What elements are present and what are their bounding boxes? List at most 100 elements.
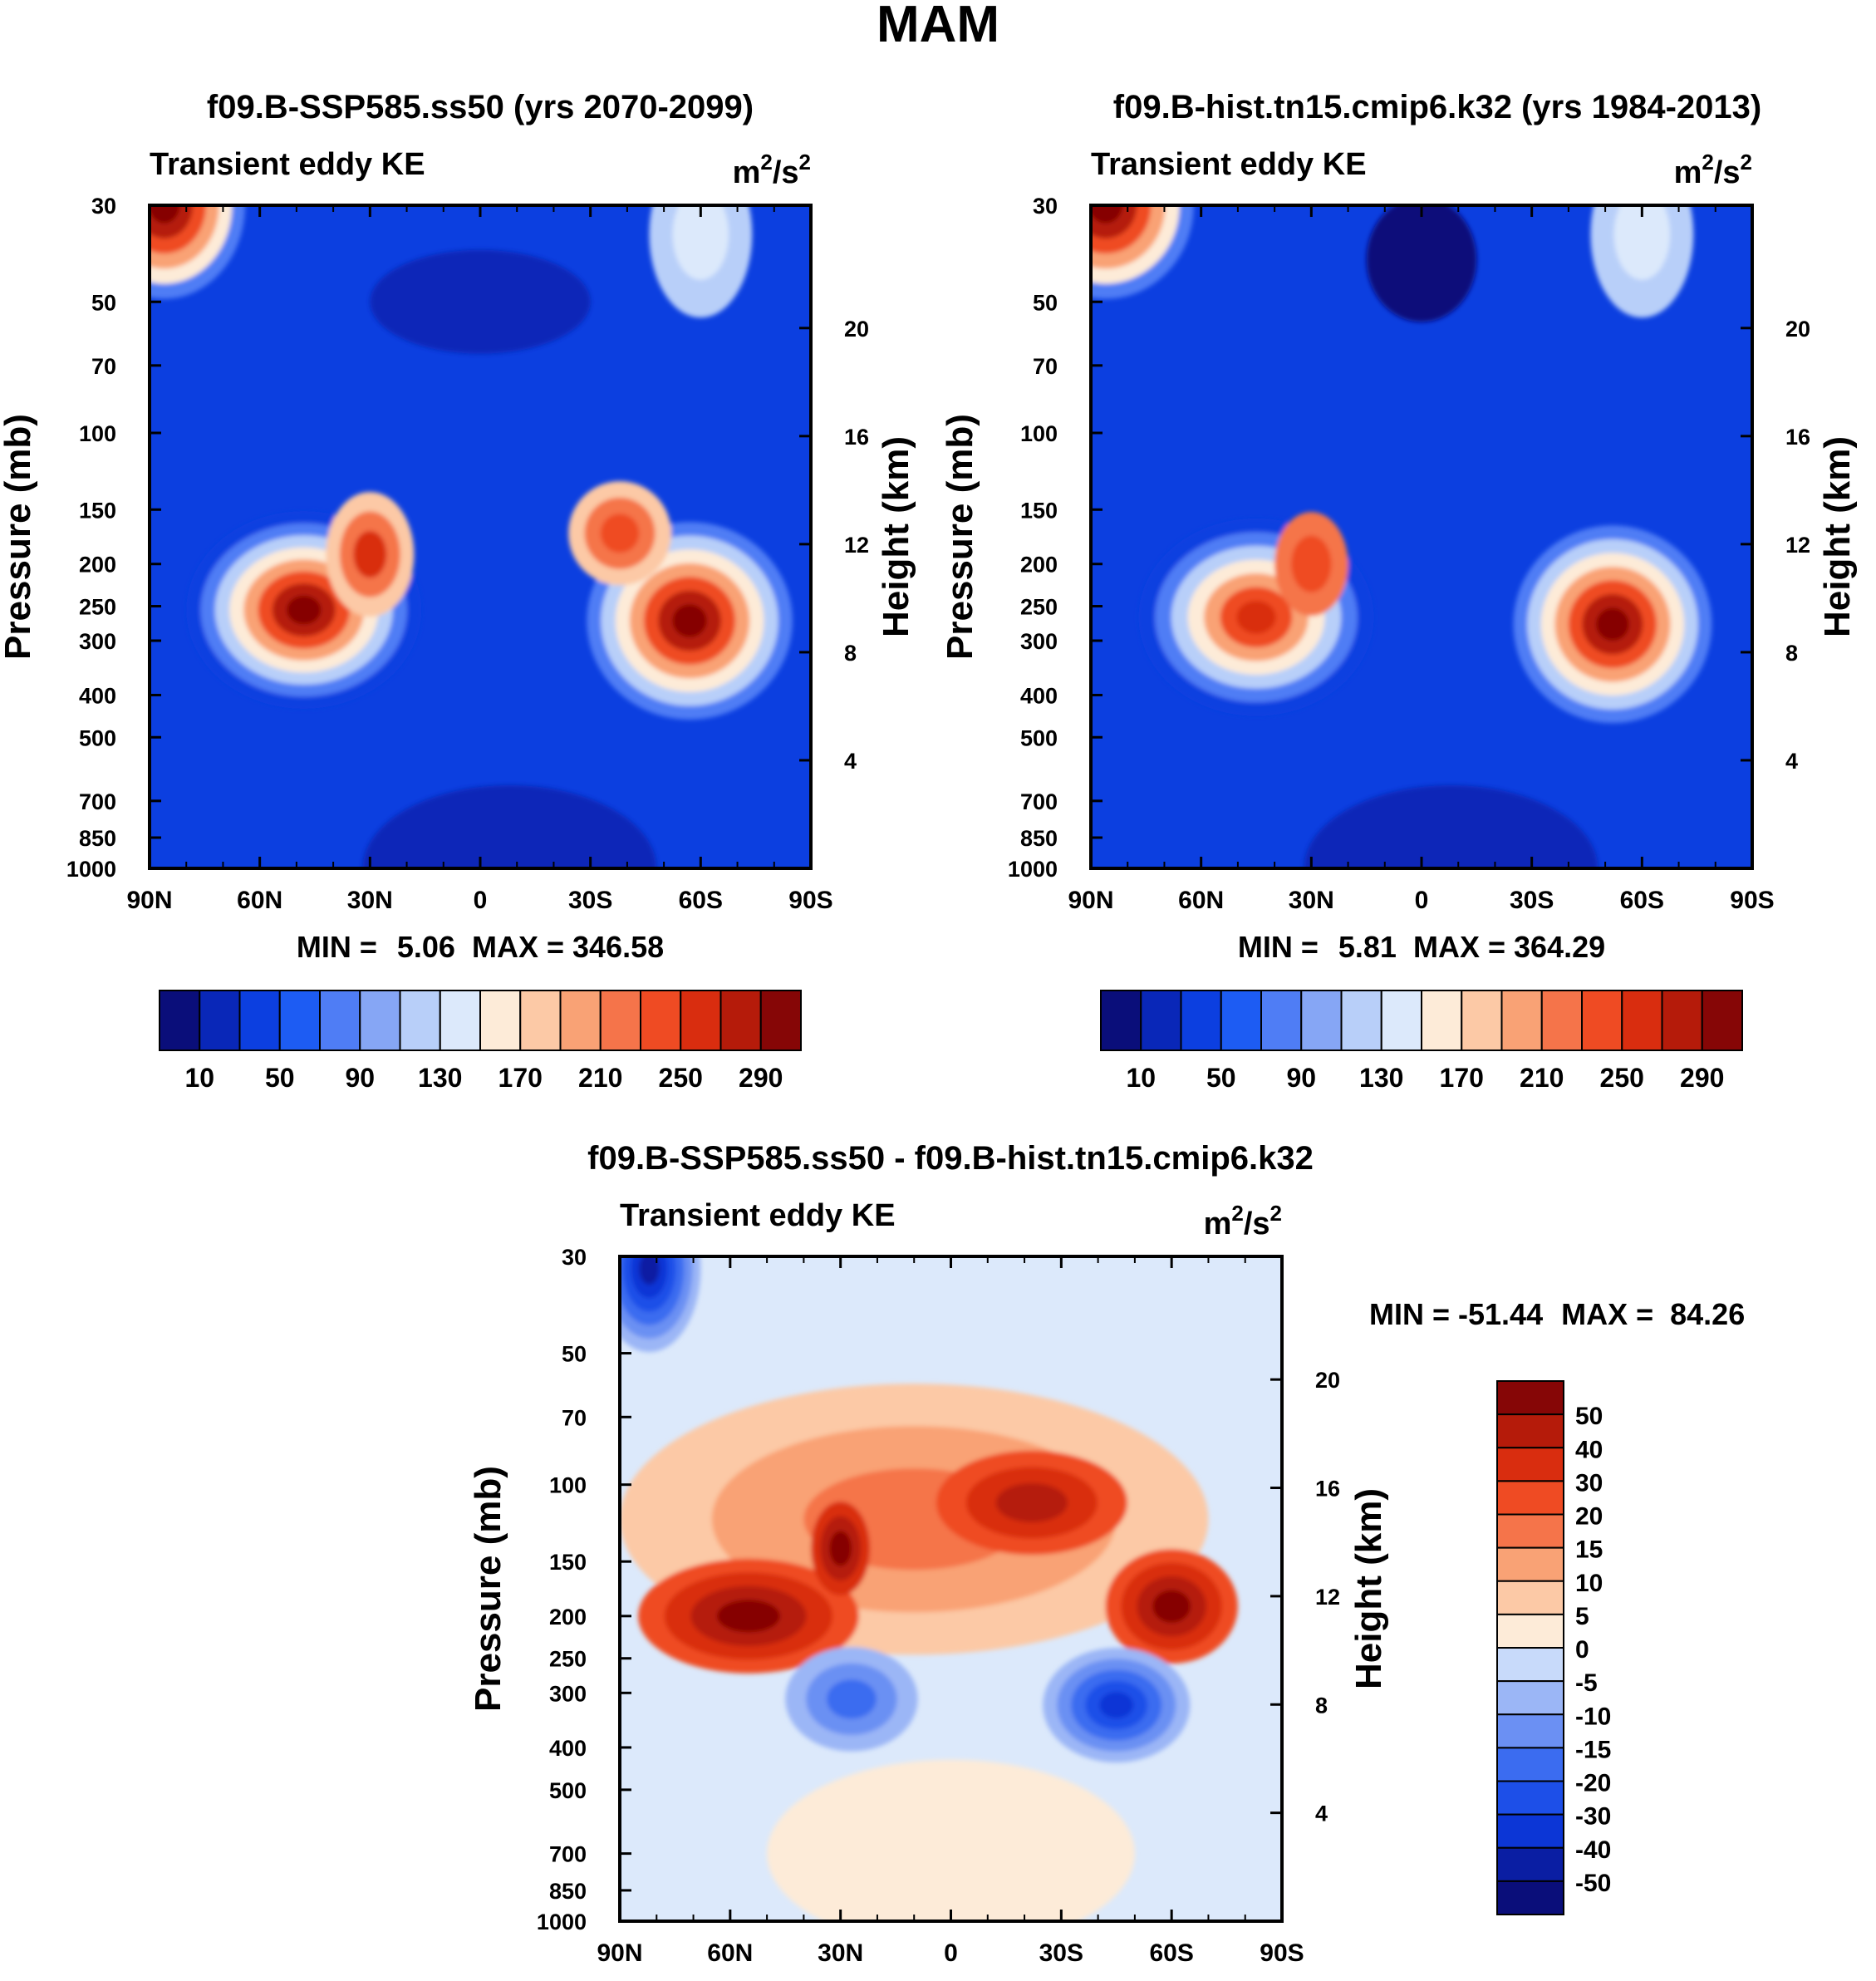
y-tick-label: 300 (79, 629, 116, 654)
colorbar-box (1340, 990, 1382, 1051)
y-tick-label: 700 (79, 789, 116, 814)
y-tick-label: 150 (1020, 498, 1058, 523)
colorbar-box (1300, 990, 1343, 1051)
x-tick-label: 90S (1260, 1939, 1304, 1967)
y2-tick-label: 4 (844, 749, 857, 774)
colorbar-box (1496, 1580, 1564, 1615)
x-tick-label: 90N (1068, 887, 1113, 914)
colorbar-label: -40 (1575, 1836, 1611, 1864)
x-tick-label: 30N (1289, 887, 1334, 914)
contour-level-3-5 (1091, 205, 1123, 224)
colorbar-label: 250 (1600, 1063, 1644, 1093)
contour-level-2-6 (1596, 607, 1629, 641)
y-tick-label: 850 (1020, 826, 1058, 851)
y-tick-label: 500 (1020, 725, 1058, 750)
colorbar-box (1421, 990, 1463, 1051)
colorbar-box (1496, 1747, 1564, 1782)
y-tick-label: 1000 (1008, 857, 1058, 882)
x-tick-label: 0 (944, 1939, 958, 1967)
y2-tick-label: 16 (1785, 425, 1810, 450)
contour-level-0-6 (1236, 600, 1276, 634)
panel-title: f09.B-SSP585.ss50 (yrs 2070-2099) (207, 89, 754, 125)
left-label: Transient eddy KE (1091, 147, 1367, 182)
colorbar-label: 90 (1286, 1063, 1316, 1093)
colorbar-label: 50 (1575, 1403, 1603, 1430)
y2-tick-label: 16 (844, 425, 869, 450)
x-axis: 90N 60N 30N 0 30S 60S 90S (126, 205, 833, 914)
contour-level-4-3 (1152, 1590, 1191, 1623)
figure-title: MAM (877, 0, 999, 53)
contour-level-5-0 (1366, 205, 1477, 322)
colorbar-box (1496, 1413, 1564, 1449)
y-tick-label: 250 (79, 595, 116, 620)
y-tick-label: 250 (549, 1647, 587, 1672)
x-tick-label: 90S (788, 887, 832, 914)
min-max-label: MIN = 5.06 MAX = 346.58 (297, 930, 664, 964)
y-tick-label: 100 (1020, 421, 1058, 446)
contour-level-6-0 (362, 784, 657, 868)
left-label: Transient eddy KE (150, 147, 425, 182)
y-tick-label: 700 (1020, 789, 1058, 814)
x-axis: 90N 60N 30N 0 30S 60S 90S (597, 1256, 1304, 1967)
min-max-label: MIN = -51.44 MAX = 84.26 (1369, 1297, 1745, 1331)
colorbar: 10 50 90 130 170 210 250 290 (1100, 990, 1743, 1093)
y2-axis: 20 16 12 8 4 (1270, 1368, 1340, 1826)
contour-level-3-2 (600, 514, 640, 553)
colorbar-box (759, 990, 802, 1051)
colorbar-box (1496, 1780, 1564, 1816)
y-tick-label: 400 (1020, 683, 1058, 708)
colorbar-label: 290 (739, 1063, 783, 1093)
y2-tick-label: 8 (844, 641, 857, 666)
colorbar-box (278, 990, 321, 1051)
colorbar-label: 130 (418, 1063, 462, 1093)
y-tick-label: 850 (79, 826, 116, 851)
field-contours (620, 1256, 1238, 1921)
colorbar-box (399, 990, 441, 1051)
colorbar-box (1496, 1647, 1564, 1683)
y-tick-label: 400 (79, 683, 116, 708)
y-tick-label: 30 (1033, 194, 1058, 219)
y-tick-label: 200 (1020, 553, 1058, 578)
y-axis-label: Pressure (mb) (468, 1466, 508, 1712)
y-tick-label: 30 (562, 1245, 587, 1270)
colorbar: 10 50 90 130 170 210 250 290 (159, 990, 802, 1093)
colorbar-box (640, 990, 682, 1051)
colorbar-label: 20 (1575, 1503, 1603, 1531)
x-tick-label: 60S (1149, 1939, 1193, 1967)
colorbar-box (599, 990, 641, 1051)
colorbar-label: 10 (1126, 1063, 1156, 1093)
x-tick-label: 90N (126, 887, 172, 914)
colorbar-box (1661, 990, 1703, 1051)
x-tick-label: 30N (347, 887, 393, 914)
colorbar-box (1180, 990, 1222, 1051)
x-tick-label: 30S (568, 887, 612, 914)
y-tick-label: 200 (79, 553, 116, 578)
colorbar-box (1496, 1480, 1564, 1516)
colorbar-box (1496, 1680, 1564, 1716)
colorbar-box (719, 990, 762, 1051)
y2-tick-label: 12 (1785, 533, 1810, 558)
colorbar-label: 90 (345, 1063, 375, 1093)
contour-level-4-5 (150, 205, 180, 224)
y-tick-label: 1000 (537, 1910, 587, 1934)
y2-tick-label: 20 (1315, 1368, 1340, 1393)
y-tick-label: 100 (79, 421, 116, 446)
y2-axis-label: Height (km) (1817, 436, 1858, 637)
contour-level-1-3 (717, 1600, 780, 1633)
colorbar-box (1540, 990, 1583, 1051)
colorbar-label: 50 (265, 1063, 295, 1093)
colorbar-label: 290 (1680, 1063, 1724, 1093)
y2-axis: 20 16 12 8 4 (1741, 317, 1810, 774)
colorbar-label: 130 (1359, 1063, 1403, 1093)
colorbar-box (1496, 1546, 1564, 1582)
colorbar-label: -10 (1575, 1703, 1611, 1730)
x-tick-label: 60N (1178, 887, 1224, 914)
x-tick-label: 30S (1510, 887, 1554, 914)
y2-axis: 20 16 12 8 4 (799, 317, 869, 774)
y-tick-label: 70 (91, 354, 116, 379)
y2-tick-label: 20 (1785, 317, 1810, 342)
contour-field (150, 205, 811, 868)
contour-level-2-2 (829, 1531, 852, 1566)
